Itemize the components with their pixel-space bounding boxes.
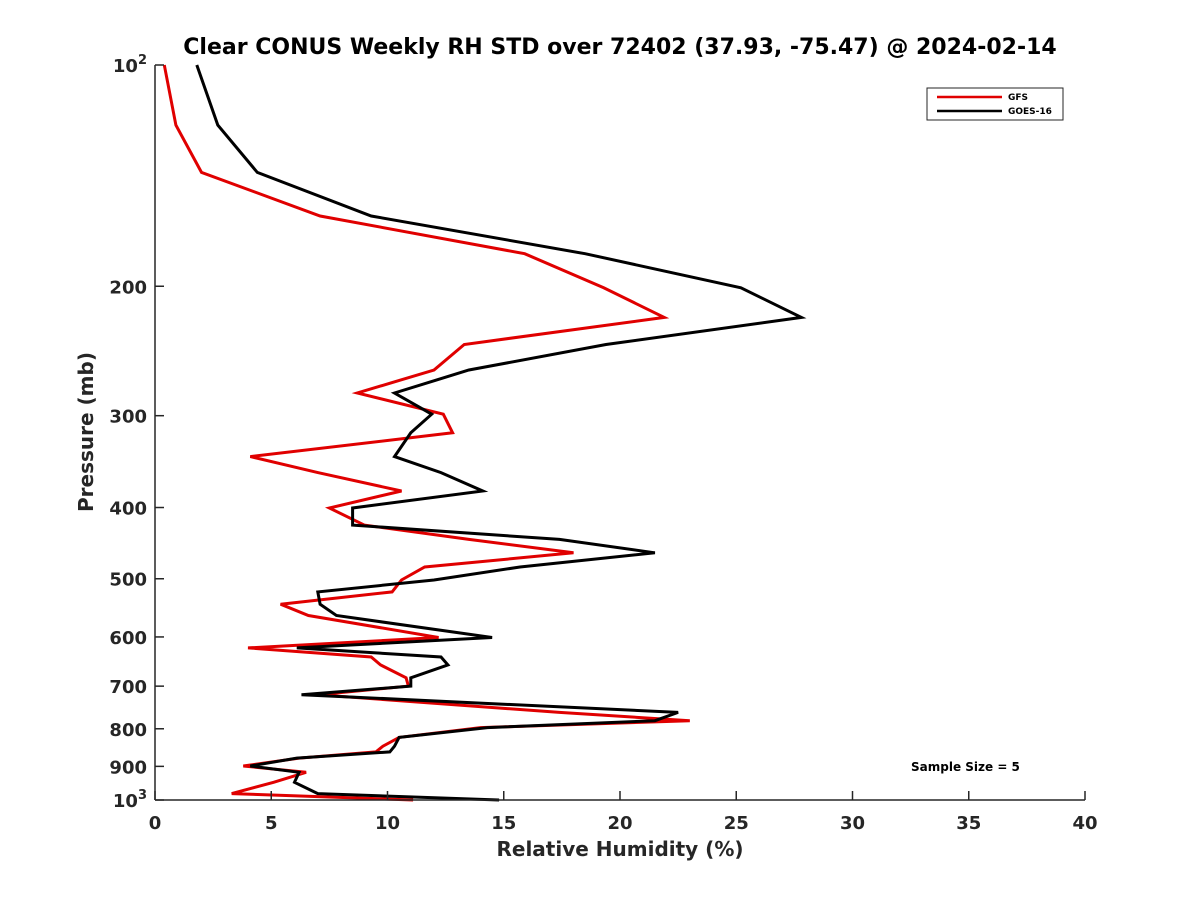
y-tick-label: 103 bbox=[113, 788, 147, 812]
legend-label-gfs: GFS bbox=[1008, 93, 1028, 103]
x-tick-label: 30 bbox=[840, 813, 865, 834]
y-tick-label: 102 bbox=[113, 53, 147, 77]
y-tick-label: 900 bbox=[109, 757, 147, 778]
series-layer bbox=[162, 64, 807, 802]
x-tick-label: 15 bbox=[491, 813, 516, 834]
y-tick-label: 300 bbox=[109, 407, 147, 428]
y-tick-label: 500 bbox=[109, 570, 147, 591]
x-tick-label: 35 bbox=[956, 813, 981, 834]
y-tick-label: 800 bbox=[109, 720, 147, 741]
sample-size-annotation: Sample Size = 5 bbox=[911, 760, 1020, 774]
x-tick-label: 0 bbox=[149, 813, 162, 834]
y-tick-label: 200 bbox=[109, 277, 147, 298]
axes: 0 5 10 15 20 25 30 35 40 102 200 300 400 500 600 700 800… bbox=[109, 53, 1097, 834]
x-tick-label: 25 bbox=[724, 813, 749, 834]
x-tick-label: 20 bbox=[607, 813, 632, 834]
x-axis-label: Relative Humidity (%) bbox=[496, 837, 743, 861]
legend-label-goes16: GOES-16 bbox=[1008, 107, 1052, 117]
chart-title: Clear CONUS Weekly RH STD over 72402 (37… bbox=[183, 35, 1056, 60]
legend-box bbox=[926, 87, 1064, 121]
y-axis-label: Pressure (mb) bbox=[74, 352, 98, 512]
series-line-gfs bbox=[162, 64, 690, 802]
x-tick-label: 40 bbox=[1072, 813, 1097, 834]
y-tick-label: 400 bbox=[109, 499, 147, 520]
series-line-goes16 bbox=[195, 64, 807, 802]
x-tick-label: 5 bbox=[265, 813, 278, 834]
x-tick-label: 10 bbox=[375, 813, 400, 834]
y-tick-label: 600 bbox=[109, 628, 147, 649]
legend: GFS GOES-16 bbox=[926, 87, 1064, 121]
y-tick-label: 700 bbox=[109, 677, 147, 698]
